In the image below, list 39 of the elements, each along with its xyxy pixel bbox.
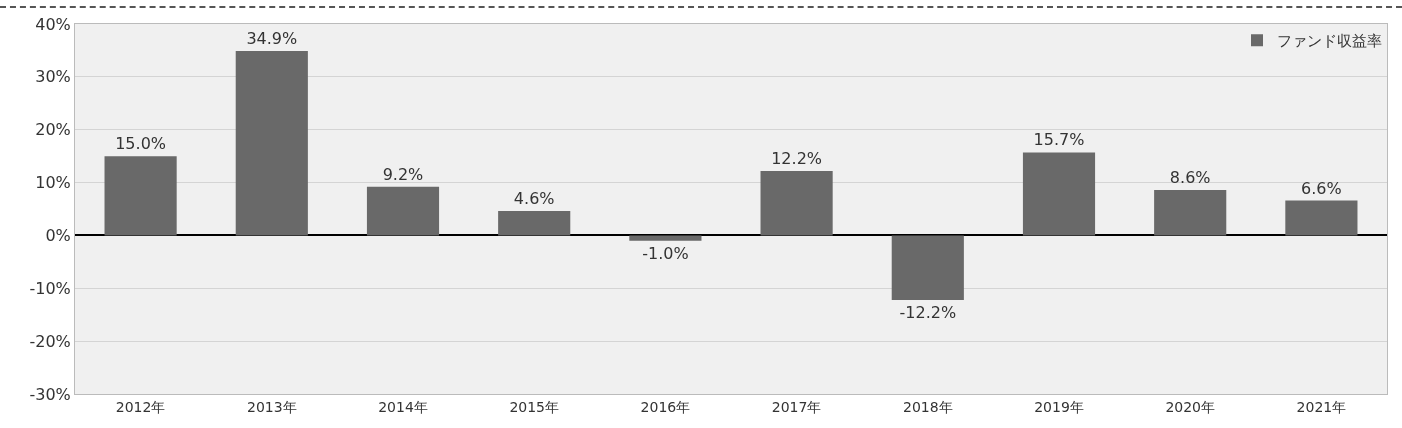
data-label: -1.0% xyxy=(642,243,689,263)
y-tick-label: -30% xyxy=(29,384,71,404)
data-label: 15.7% xyxy=(1033,130,1085,150)
y-tick-label: 30% xyxy=(35,67,71,87)
y-tick-label: 20% xyxy=(35,120,71,140)
y-tick-label: 0% xyxy=(45,226,71,246)
data-label: 34.9% xyxy=(246,28,298,48)
x-tick-label: 2020年 xyxy=(1165,398,1216,415)
y-tick-label: -20% xyxy=(29,331,71,351)
x-tick-label: 2016年 xyxy=(640,398,691,415)
data-label: 4.6% xyxy=(513,189,555,209)
data-label: 12.2% xyxy=(771,148,823,168)
data-label: 8.6% xyxy=(1169,167,1211,187)
data-label: 15.0% xyxy=(115,134,167,154)
data-label: 6.6% xyxy=(1301,178,1342,198)
bar xyxy=(629,235,702,241)
bar xyxy=(760,170,833,236)
x-tick-label: 2019年 xyxy=(1034,398,1084,415)
bar xyxy=(1154,189,1227,236)
x-tick-label: 2017年 xyxy=(771,398,822,415)
bar xyxy=(104,156,177,236)
y-tick-label: -10% xyxy=(29,278,71,298)
data-label: 9.2% xyxy=(382,164,424,184)
bar xyxy=(235,50,308,236)
x-tick-label: 2015年 xyxy=(509,398,560,415)
x-tick-label: 2014年 xyxy=(378,398,428,415)
bar xyxy=(1285,200,1358,236)
bar xyxy=(891,235,964,300)
x-tick-label: 2013年 xyxy=(246,398,297,415)
bar xyxy=(498,211,571,236)
legend-label: ファンド収益率 xyxy=(1277,32,1382,51)
bar xyxy=(1022,152,1096,236)
y-tick-label: 40% xyxy=(35,14,71,34)
x-tick-label: 2012年 xyxy=(115,398,166,415)
x-tick-label: 2021年 xyxy=(1296,398,1347,415)
x-tick-label: 2018年 xyxy=(902,398,953,415)
data-label: -12.2% xyxy=(899,302,957,322)
bar xyxy=(366,186,440,236)
y-tick-label: 10% xyxy=(35,173,71,193)
